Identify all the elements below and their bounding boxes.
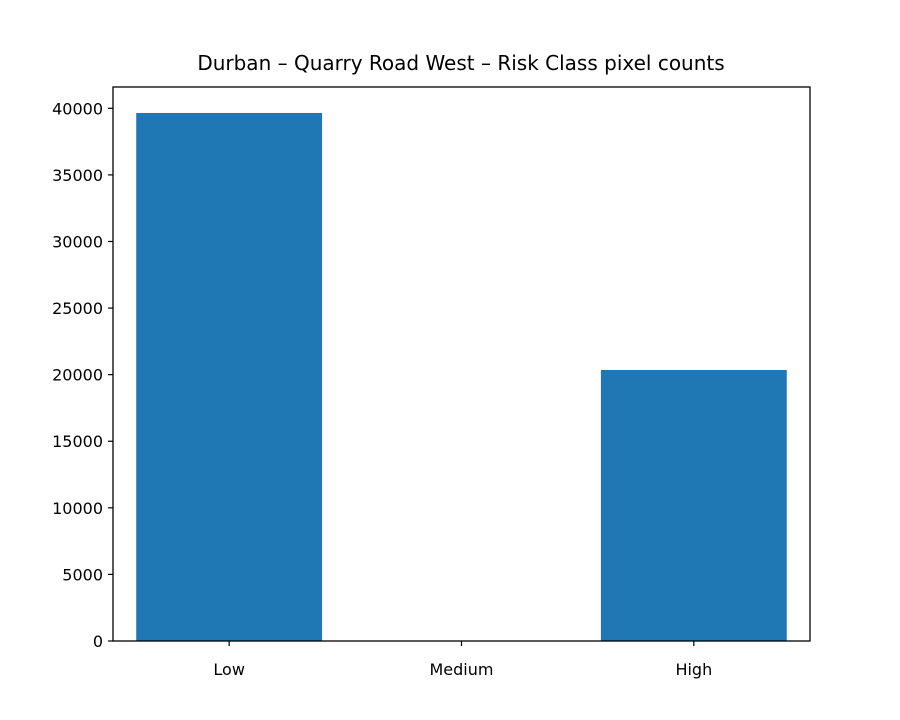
y-tick-label: 5000 [62, 565, 103, 584]
y-tick-label: 10000 [52, 499, 103, 518]
y-tick-label: 20000 [52, 366, 103, 385]
chart-title: Durban – Quarry Road West – Risk Class p… [197, 51, 724, 75]
y-tick-label: 15000 [52, 432, 103, 451]
plot-area: 0 5000 10000 15000 20000 25000 30000 35000 40000… [52, 86, 811, 679]
y-tick-label: 0 [93, 632, 103, 651]
y-tick-label: 35000 [52, 166, 103, 185]
x-axis: Low Medium High [213, 641, 712, 679]
bars-group [136, 112, 787, 641]
y-axis: 0 5000 10000 15000 20000 25000 30000 35000 40000 [52, 99, 113, 651]
x-tick-label-medium: Medium [430, 660, 494, 679]
bar-low [136, 112, 323, 641]
y-tick-label: 25000 [52, 299, 103, 318]
y-tick-label: 40000 [52, 99, 103, 118]
x-tick-label-low: Low [213, 660, 245, 679]
x-tick-label-high: High [675, 660, 712, 679]
y-tick-label: 30000 [52, 232, 103, 251]
bar-high [600, 369, 787, 641]
